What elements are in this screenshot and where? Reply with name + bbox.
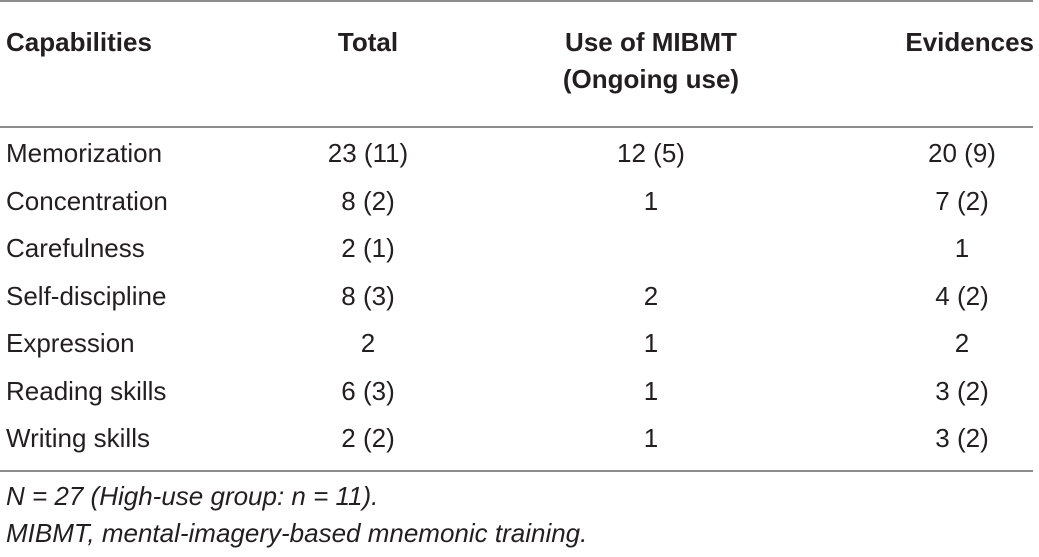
table-row: Self-discipline 8 (3) 2 4 (2) xyxy=(0,273,1039,321)
header-use-line2: (Ongoing use) xyxy=(562,64,740,94)
cell-evidences: 3 (2) xyxy=(935,423,989,453)
cell-total: 2 (1) xyxy=(341,233,395,263)
table-footnotes: N = 27 (High-use group: n = 11). MIBMT, … xyxy=(6,478,587,552)
header-evidences: Evidences xyxy=(905,27,1034,57)
cell-evidences: 3 (2) xyxy=(935,375,989,406)
cell-use: 12 (5) xyxy=(617,138,685,168)
cell-evidences: 4 (2) xyxy=(935,280,989,311)
cell-total: 6 (3) xyxy=(341,375,395,406)
cell-evidences: 7 (2) xyxy=(935,185,989,216)
cell-use: 1 xyxy=(643,328,659,358)
cell-capability: Carefulness xyxy=(6,233,145,263)
header-capabilities: Capabilities xyxy=(6,27,152,57)
cell-capability: Reading skills xyxy=(6,375,167,406)
cell-capability: Expression xyxy=(6,328,135,358)
cell-use: 1 xyxy=(643,185,659,216)
cell-use: 2 xyxy=(643,280,659,311)
table-top-rule xyxy=(0,0,1033,2)
cell-total: 8 (3) xyxy=(341,280,395,311)
cell-capability: Self-discipline xyxy=(6,280,167,311)
cell-total: 23 (11) xyxy=(327,138,409,168)
cell-capability: Concentration xyxy=(6,185,168,216)
cell-capability: Memorization xyxy=(6,138,163,168)
footnote-abbreviation: MIBMT, mental-imagery-based mnemonic tra… xyxy=(6,518,588,548)
header-use-of-mibmt: Use of MIBMT (Ongoing use) xyxy=(520,24,782,98)
header-use-line1: Use of MIBMT xyxy=(565,27,737,57)
table-row: Writing skills 2 (2) 1 3 (2) xyxy=(0,415,1039,463)
header-total: Total xyxy=(337,27,399,57)
cell-evidences: 1 xyxy=(954,233,970,263)
cell-use: 1 xyxy=(643,423,659,453)
cell-capability: Writing skills xyxy=(6,423,150,453)
cell-evidences: 2 xyxy=(954,328,970,358)
table-row: Expression 2 1 2 xyxy=(0,320,1039,368)
cell-total: 2 xyxy=(360,328,376,358)
table-row: Reading skills 6 (3) 1 3 (2) xyxy=(0,368,1039,416)
header-separator-rule xyxy=(0,126,1033,128)
cell-total: 8 (2) xyxy=(341,185,395,216)
cell-evidences: 20 (9) xyxy=(928,138,996,168)
table-body: Memorization 23 (11) 12 (5) 20 (9) Conce… xyxy=(0,130,1039,463)
table-row: Memorization 23 (11) 12 (5) 20 (9) xyxy=(0,130,1039,178)
footnote-sample-size: N = 27 (High-use group: n = 11). xyxy=(6,481,379,511)
table-bottom-rule xyxy=(0,470,1033,472)
cell-total: 2 (2) xyxy=(341,423,395,453)
cell-use: 1 xyxy=(643,375,659,406)
table-row: Carefulness 2 (1) 1 xyxy=(0,225,1039,273)
table-row: Concentration 8 (2) 1 7 (2) xyxy=(0,178,1039,226)
